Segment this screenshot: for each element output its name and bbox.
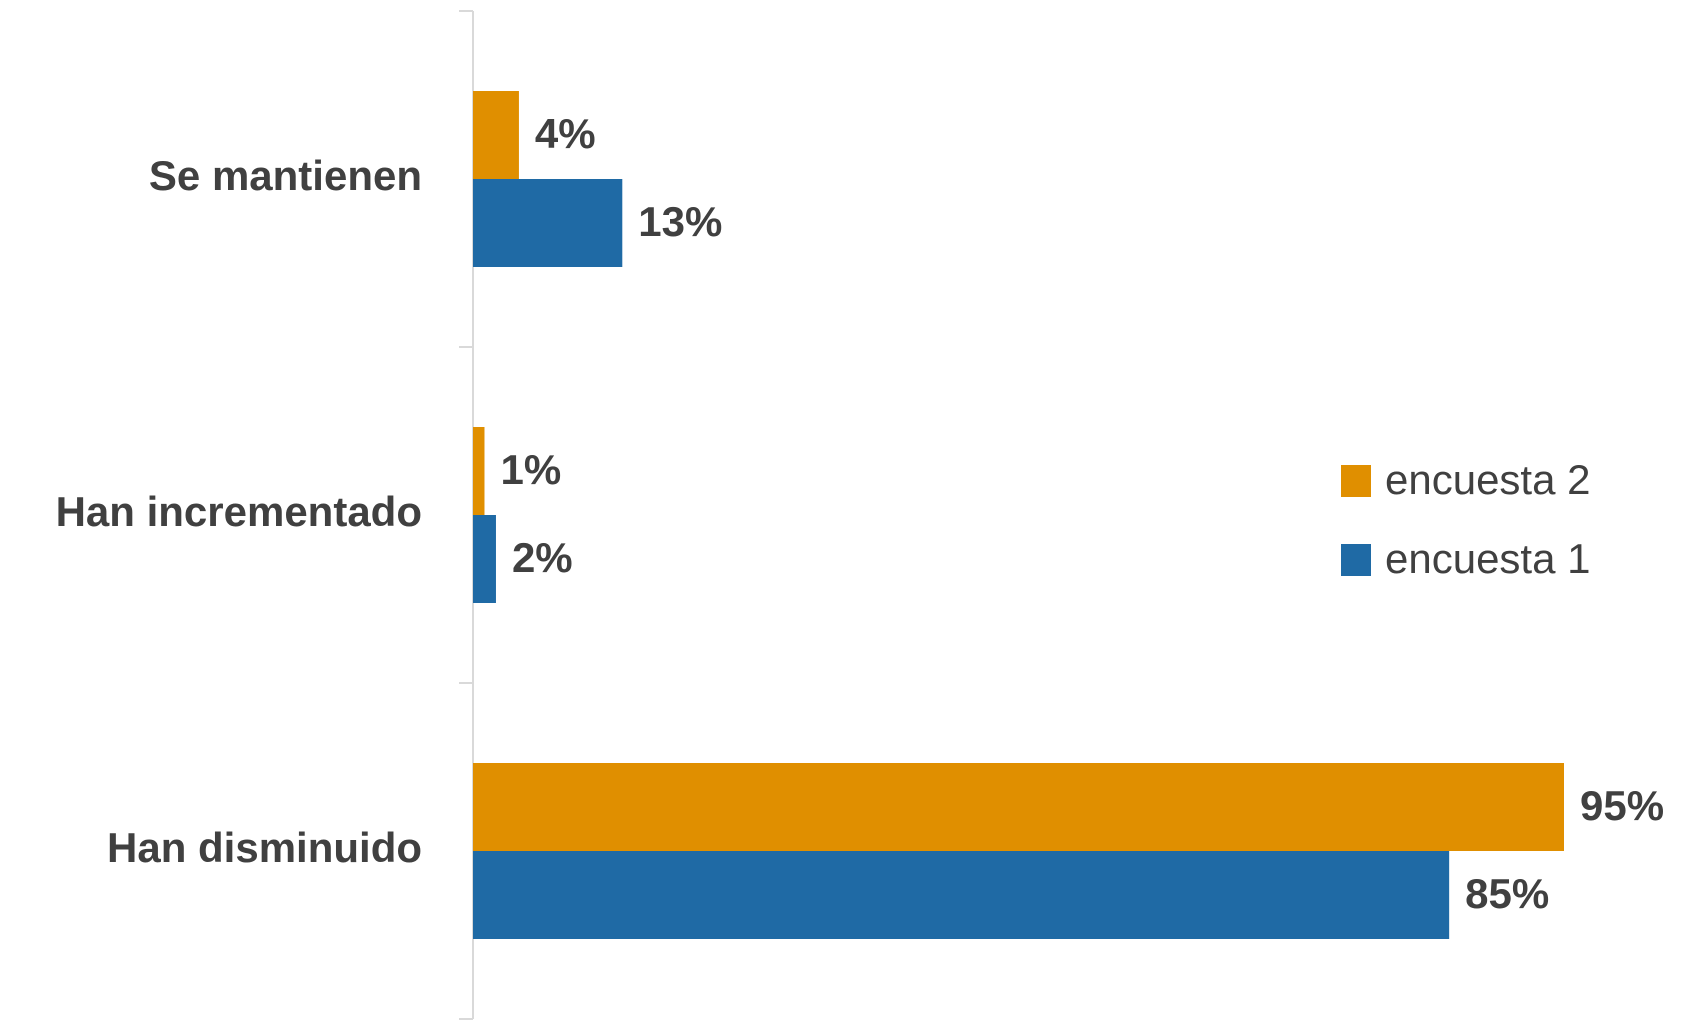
category-label: Han disminuido (107, 824, 422, 871)
legend-swatch (1341, 465, 1371, 497)
bar (473, 763, 1564, 851)
value-label: 13% (638, 198, 722, 245)
bar (473, 515, 496, 603)
value-label: 85% (1465, 870, 1549, 917)
value-label: 2% (512, 534, 573, 581)
value-label: 1% (500, 446, 561, 493)
value-label: 4% (535, 110, 596, 157)
bar (473, 179, 623, 267)
value-label: 95% (1580, 782, 1664, 829)
legend-label: encuesta 2 (1385, 456, 1591, 503)
bar (473, 91, 519, 179)
legend-label: encuesta 1 (1385, 535, 1591, 582)
category-label: Se mantienen (149, 152, 422, 199)
legend-swatch (1341, 544, 1371, 576)
bar (473, 851, 1450, 939)
bar (473, 427, 485, 515)
category-label: Han incrementado (56, 488, 422, 535)
